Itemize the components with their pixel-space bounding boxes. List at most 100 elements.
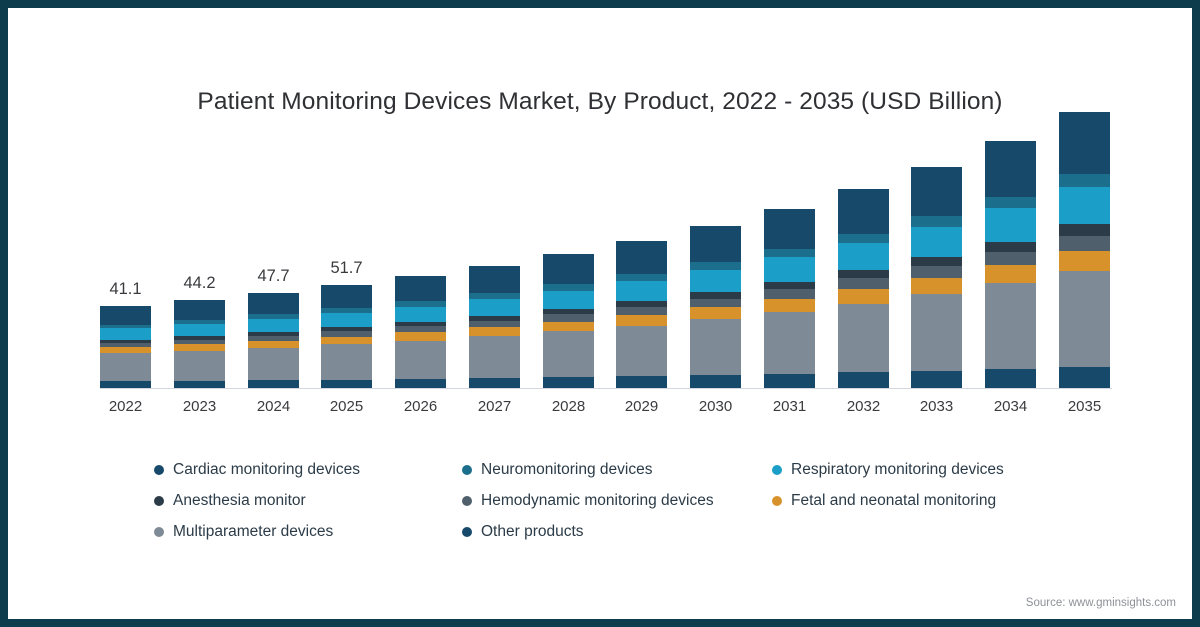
bar-segment[interactable]: [985, 265, 1036, 284]
bar-stack[interactable]: [248, 292, 299, 388]
bar-segment[interactable]: [248, 347, 299, 381]
bar-segment[interactable]: [543, 377, 594, 388]
bar-segment[interactable]: [985, 141, 1036, 197]
bar-segment[interactable]: [690, 262, 741, 270]
bar-segment[interactable]: [764, 257, 815, 282]
bar-stack[interactable]: [1059, 112, 1110, 388]
bar-segment[interactable]: [543, 308, 594, 315]
bar-segment[interactable]: [764, 312, 815, 374]
bar-segment[interactable]: [395, 306, 446, 322]
legend-item[interactable]: Hemodynamic monitoring devices: [462, 492, 772, 510]
bar-segment[interactable]: [690, 291, 741, 299]
bar-segment[interactable]: [764, 298, 815, 313]
bar-segment[interactable]: [616, 315, 667, 326]
bar-segment[interactable]: [395, 332, 446, 341]
bar-segment[interactable]: [838, 243, 889, 271]
bar-segment[interactable]: [248, 314, 299, 319]
bar-segment[interactable]: [1059, 271, 1110, 367]
bar-segment[interactable]: [248, 331, 299, 336]
bar-stack[interactable]: [469, 265, 520, 388]
bar-segment[interactable]: [469, 265, 520, 294]
bar-segment[interactable]: [469, 378, 520, 388]
bar-segment[interactable]: [395, 326, 446, 333]
bar-segment[interactable]: [616, 280, 667, 301]
bar-stack[interactable]: [543, 254, 594, 388]
bar-stack[interactable]: [174, 299, 225, 388]
bar-segment[interactable]: [985, 196, 1036, 209]
bar-segment[interactable]: [395, 301, 446, 307]
bar-segment[interactable]: [616, 325, 667, 377]
bar-segment[interactable]: [690, 298, 741, 308]
bar-segment[interactable]: [174, 324, 225, 337]
legend-item[interactable]: Respiratory monitoring devices: [772, 461, 1072, 479]
bar-segment[interactable]: [764, 248, 815, 258]
bar-segment[interactable]: [321, 336, 372, 345]
bar-segment[interactable]: [248, 318, 299, 332]
bar-segment[interactable]: [838, 270, 889, 279]
bar-segment[interactable]: [1059, 250, 1110, 272]
bar-segment[interactable]: [1059, 366, 1110, 388]
bar-segment[interactable]: [690, 319, 741, 376]
bar-segment[interactable]: [321, 313, 372, 328]
bar-segment[interactable]: [616, 307, 667, 316]
bar-segment[interactable]: [100, 305, 151, 325]
bar-stack[interactable]: [764, 208, 815, 388]
bar-segment[interactable]: [911, 256, 962, 266]
bar-segment[interactable]: [543, 331, 594, 378]
bar-segment[interactable]: [1059, 186, 1110, 225]
bar-stack[interactable]: [911, 166, 962, 388]
bar-segment[interactable]: [174, 320, 225, 325]
bar-segment[interactable]: [543, 284, 594, 291]
bar-stack[interactable]: [985, 141, 1036, 388]
bar-segment[interactable]: [321, 327, 372, 332]
bar-segment[interactable]: [690, 307, 741, 320]
bar-segment[interactable]: [174, 299, 225, 321]
bar-segment[interactable]: [543, 254, 594, 285]
bar-segment[interactable]: [985, 208, 1036, 242]
bar-segment[interactable]: [690, 375, 741, 388]
bar-segment[interactable]: [1059, 235, 1110, 251]
bar-segment[interactable]: [616, 376, 667, 388]
bar-segment[interactable]: [690, 225, 741, 263]
bar-segment[interactable]: [395, 275, 446, 302]
bar-segment[interactable]: [174, 339, 225, 345]
bar-segment[interactable]: [100, 381, 151, 388]
bar-segment[interactable]: [100, 328, 151, 340]
legend-item[interactable]: Anesthesia monitor: [154, 492, 462, 510]
bar-segment[interactable]: [911, 277, 962, 295]
bar-segment[interactable]: [543, 290, 594, 309]
bar-segment[interactable]: [395, 340, 446, 379]
bar-segment[interactable]: [248, 340, 299, 348]
bar-segment[interactable]: [1059, 173, 1110, 187]
bar-segment[interactable]: [985, 368, 1036, 388]
bar-segment[interactable]: [911, 216, 962, 227]
bar-segment[interactable]: [395, 321, 446, 327]
legend-item[interactable]: Multiparameter devices: [154, 523, 462, 541]
bar-segment[interactable]: [100, 353, 151, 382]
bar-segment[interactable]: [764, 373, 815, 388]
legend-item[interactable]: Other products: [462, 523, 772, 541]
bar-segment[interactable]: [174, 344, 225, 351]
bar-segment[interactable]: [321, 284, 372, 309]
bar-segment[interactable]: [469, 320, 520, 328]
bar-segment[interactable]: [911, 294, 962, 371]
bar-segment[interactable]: [838, 372, 889, 388]
bar-segment[interactable]: [100, 347, 151, 354]
legend-item[interactable]: Fetal and neonatal monitoring: [772, 492, 1072, 510]
bar-segment[interactable]: [469, 327, 520, 337]
bar-segment[interactable]: [469, 293, 520, 300]
bar-segment[interactable]: [690, 269, 741, 292]
bar-stack[interactable]: [321, 284, 372, 388]
bar-stack[interactable]: [616, 240, 667, 388]
bar-segment[interactable]: [838, 189, 889, 235]
bar-segment[interactable]: [100, 343, 151, 348]
bar-segment[interactable]: [1059, 112, 1110, 174]
bar-segment[interactable]: [321, 308, 372, 314]
bar-segment[interactable]: [248, 292, 299, 315]
bar-segment[interactable]: [764, 208, 815, 249]
bar-segment[interactable]: [100, 339, 151, 344]
bar-segment[interactable]: [764, 281, 815, 290]
legend-item[interactable]: Cardiac monitoring devices: [154, 461, 462, 479]
bar-segment[interactable]: [1059, 224, 1110, 236]
bar-segment[interactable]: [764, 289, 815, 299]
